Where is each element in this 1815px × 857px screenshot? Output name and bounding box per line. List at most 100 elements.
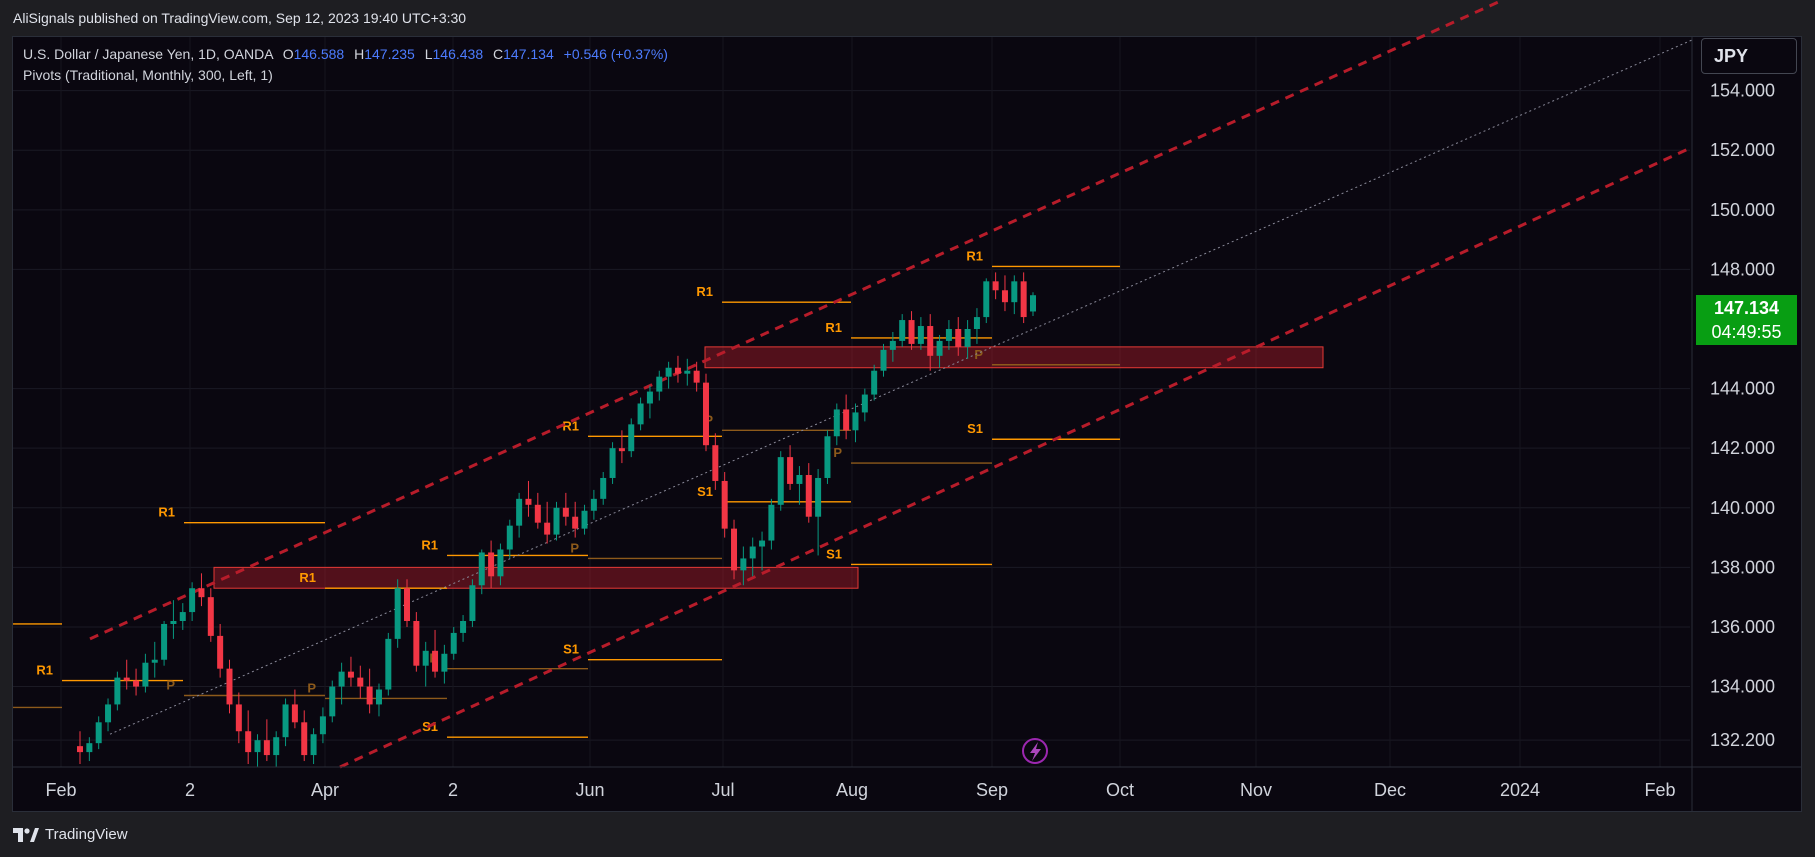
candle-body — [973, 317, 980, 329]
candle — [721, 472, 728, 538]
candle-body — [656, 376, 663, 392]
candle — [1020, 272, 1027, 324]
candle — [123, 659, 130, 690]
candle — [992, 272, 999, 300]
candle — [133, 668, 140, 696]
candle-body — [329, 686, 336, 717]
price-tick-label: 132.200 — [1710, 730, 1775, 750]
pivot-s1-label: S1 — [967, 421, 983, 436]
channel-upper-line — [89, 0, 1501, 641]
pivot-r1-label: R1 — [158, 505, 175, 520]
tradingview-logo-icon[interactable] — [13, 827, 39, 842]
candle — [777, 451, 784, 511]
candle — [684, 358, 691, 386]
candle — [637, 397, 644, 431]
pivot-p-label: P — [166, 677, 175, 692]
candle — [628, 418, 635, 458]
time-tick-label: Apr — [311, 780, 339, 800]
candle — [964, 320, 971, 359]
pivot-r1-label: R1 — [966, 248, 983, 263]
candle — [768, 498, 775, 550]
price-tick-label: 140.000 — [1710, 498, 1775, 518]
candle — [927, 314, 934, 371]
symbol-name[interactable]: U.S. Dollar / Japanese Yen, 1D, OANDA — [23, 46, 273, 62]
open-label: O — [282, 46, 294, 62]
candle — [161, 621, 168, 666]
candle — [889, 331, 896, 362]
support-resistance-zones — [213, 346, 1324, 589]
candle — [441, 644, 448, 684]
tradingview-brand[interactable]: TradingView — [45, 826, 128, 843]
legend-symbol-row: U.S. Dollar / Japanese Yen, 1D, OANDA O1… — [23, 44, 668, 65]
low-label: L — [424, 46, 433, 62]
pivot-s1-label: S1 — [826, 546, 842, 561]
candle-body — [338, 671, 345, 687]
time-axis: Feb 2 Apr 2 Jun Jul Aug Sep Oct Nov Dec 2024 Feb — [13, 766, 1801, 800]
indicator-name[interactable]: Pivots (Traditional, Monthly, 300, Left,… — [23, 67, 273, 83]
price-axis: 154.000 152.000 150.000 148.000 144.000 142.0… — [1691, 37, 1775, 812]
candle — [329, 680, 336, 723]
candle — [506, 519, 513, 559]
time-tick-label: Dec — [1374, 780, 1406, 800]
candle — [702, 373, 709, 452]
candle-body — [880, 349, 887, 371]
candle-body — [908, 320, 915, 344]
candle — [488, 540, 495, 589]
bar-countdown: 04:49:55 — [1711, 322, 1782, 342]
time-tick-label: Feb — [45, 780, 76, 800]
candle-body — [544, 522, 551, 535]
candle-body — [198, 588, 205, 598]
candle — [609, 442, 616, 484]
candle-body — [955, 329, 962, 347]
candle-body — [665, 367, 672, 377]
candle-body — [562, 507, 569, 517]
candle-body — [618, 448, 625, 452]
candle — [525, 480, 532, 517]
candle-body — [983, 281, 990, 318]
candle — [245, 710, 252, 765]
candle-body — [852, 412, 859, 431]
candle — [235, 692, 242, 744]
candle-body — [161, 623, 168, 660]
price-tick-label: 138.000 — [1710, 557, 1775, 577]
candle — [590, 489, 597, 520]
candle-body — [1030, 295, 1036, 312]
candle-body — [609, 448, 616, 478]
candle — [749, 537, 756, 577]
candle-body — [516, 498, 523, 526]
candle-body — [684, 370, 691, 374]
candle-body — [992, 281, 999, 291]
candle — [77, 731, 83, 765]
publisher-line: AliSignals published on TradingView.com,… — [13, 10, 467, 26]
candle-body — [927, 326, 934, 356]
currency-button[interactable]: JPY — [1701, 38, 1797, 74]
candle-body — [637, 403, 644, 425]
candle — [693, 361, 700, 392]
candle-body — [460, 621, 467, 633]
candle-body — [189, 588, 196, 613]
candle — [553, 501, 560, 541]
candle — [973, 308, 980, 344]
candle-body — [404, 588, 411, 621]
candle — [871, 364, 878, 401]
candle — [301, 710, 308, 762]
lightning-icon[interactable] — [1022, 738, 1048, 764]
candle — [787, 445, 794, 490]
candle — [170, 600, 177, 639]
candle-body — [768, 504, 775, 541]
price-zone — [704, 346, 1324, 369]
candle — [731, 519, 738, 580]
candle-body — [226, 668, 233, 705]
candle — [1001, 275, 1008, 312]
candle — [394, 579, 401, 648]
candle — [534, 492, 541, 529]
candle — [983, 278, 990, 324]
candle — [759, 531, 766, 571]
candle — [852, 403, 859, 443]
price-chart[interactable]: R1R1PR1PR1PS1R1PS1R1PS1R1PS1R1PS1 154.00… — [0, 0, 1815, 812]
chart-pane[interactable] — [12, 36, 1802, 812]
candle — [562, 492, 569, 526]
pivot-p-label: P — [833, 445, 842, 460]
change-value: +0.546 (+0.37%) — [563, 46, 668, 62]
channel-mid-line — [109, 39, 1693, 735]
